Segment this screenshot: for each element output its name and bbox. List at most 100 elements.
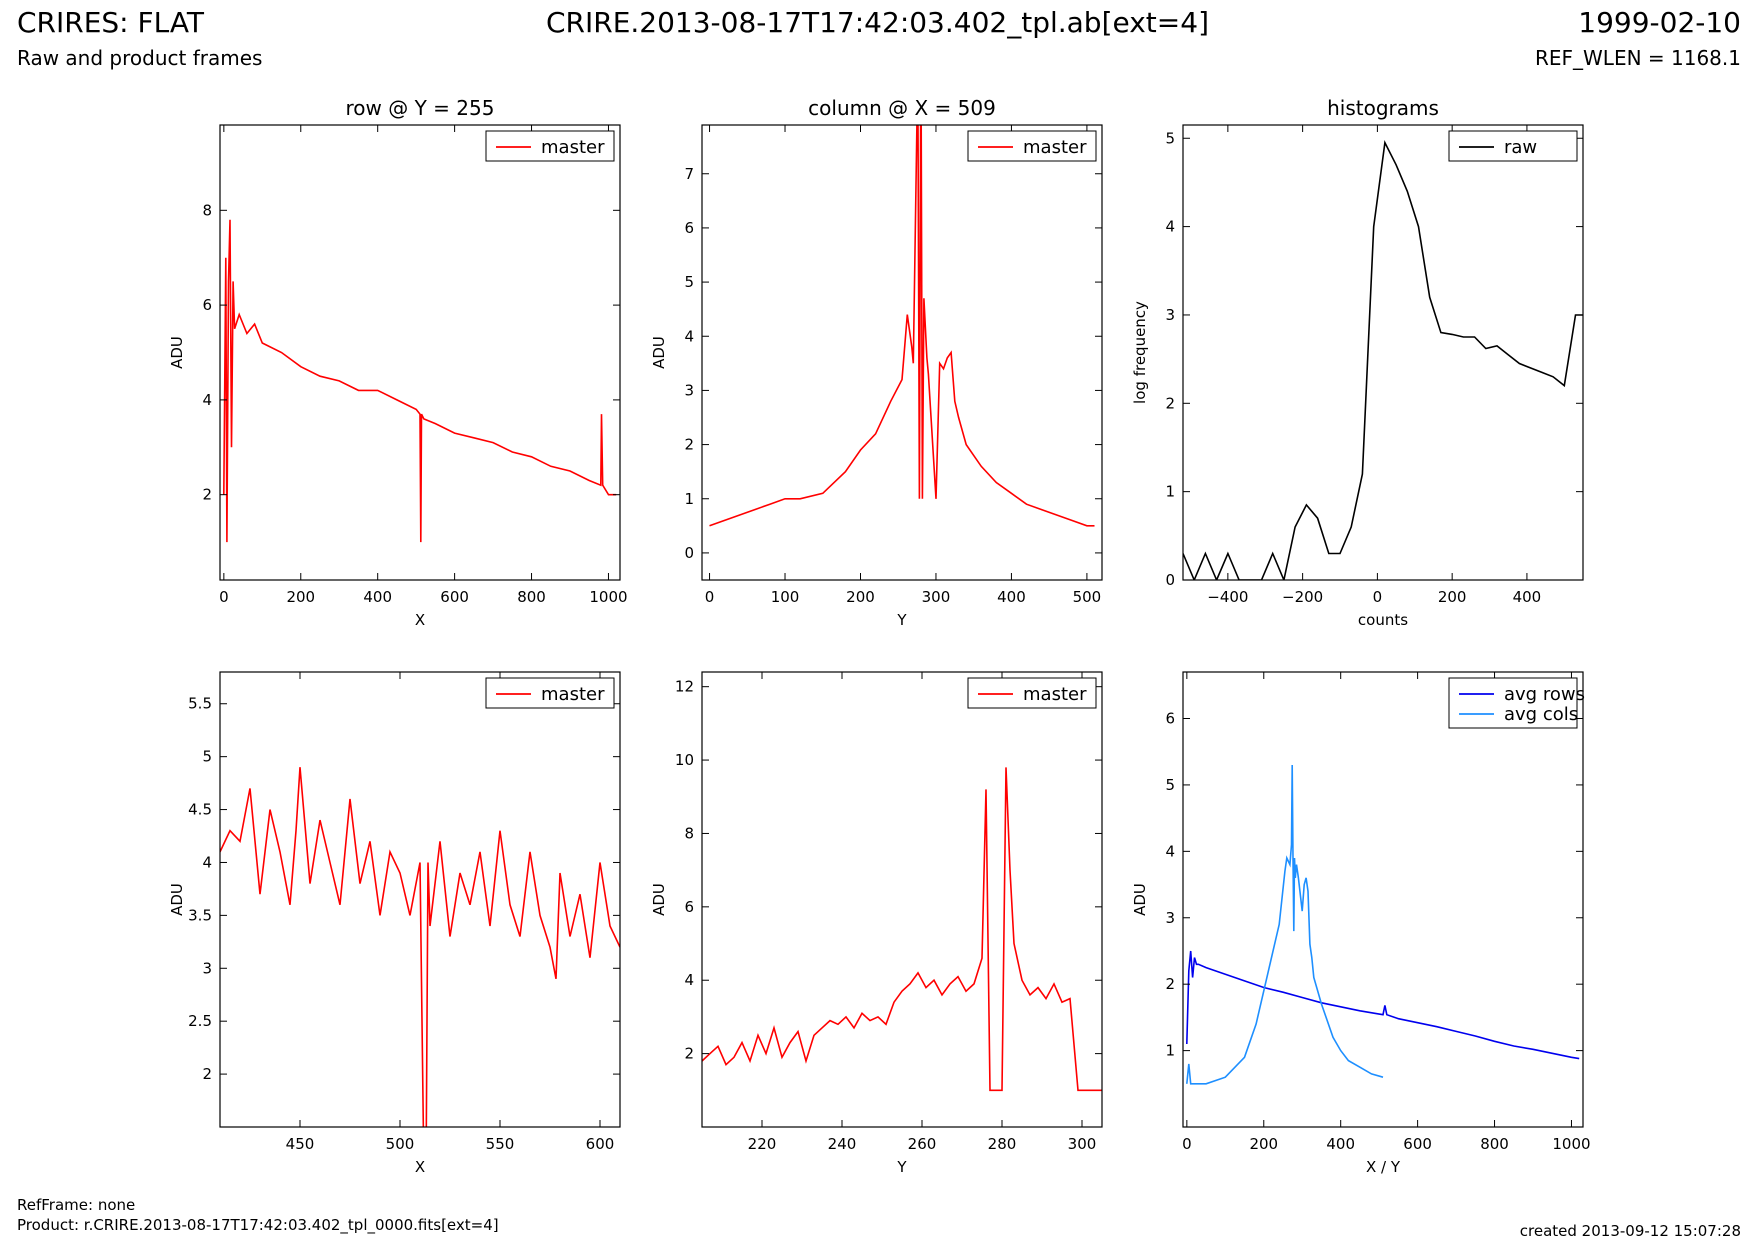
refframe-label: RefFrame: none <box>17 1196 136 1214</box>
x-tick-label: 1000 <box>1552 1135 1590 1153</box>
y-tick-label: 4.5 <box>188 801 212 819</box>
axes-frame <box>1182 124 1584 581</box>
date-label: 1999-02-10 <box>1578 6 1741 39</box>
y-tick-label: 6 <box>1165 709 1175 727</box>
x-tick-label: 200 <box>286 588 315 606</box>
y-tick-label: 5.5 <box>188 695 212 713</box>
legend-label: master <box>1023 137 1087 158</box>
y-tick-label: 7 <box>684 165 694 183</box>
x-tick-label: 280 <box>988 1135 1017 1153</box>
y-tick-label: 8 <box>202 201 212 219</box>
x-tick-label: 0 <box>1373 588 1383 606</box>
legend-box <box>1448 677 1578 729</box>
y-tick-label: 2.5 <box>188 1012 212 1030</box>
y-tick-label: 4 <box>202 853 212 871</box>
y-tick-label: 3.5 <box>188 906 212 924</box>
x-tick-label: 0 <box>1182 1135 1192 1153</box>
x-axis-label: Y <box>896 1158 907 1176</box>
y-tick-label: 5 <box>1165 129 1175 147</box>
axes-frame <box>701 124 1103 581</box>
series-line-avg-rows <box>1186 950 1580 1060</box>
y-tick-label: 0 <box>684 544 694 562</box>
y-tick-label: 2 <box>202 486 212 504</box>
legend-box <box>485 677 615 709</box>
x-tick-label: 100 <box>771 588 800 606</box>
chart-panel-5: 220 240 260 280 300 2 4 6 8 10 12 Y ADU master <box>650 671 1103 1176</box>
y-tick-label: 2 <box>684 436 694 454</box>
legend-box <box>1448 130 1578 162</box>
x-tick-label: 200 <box>1438 588 1467 606</box>
series-line-master <box>220 767 620 1127</box>
legend-label: avg rows <box>1504 684 1585 705</box>
x-axis-label: X / Y <box>1366 1158 1401 1176</box>
y-axis-label: ADU <box>168 883 186 916</box>
x-tick-label: −400 <box>1207 588 1248 606</box>
y-tick-label: 4 <box>202 391 212 409</box>
x-tick-label: 600 <box>1403 1135 1432 1153</box>
y-tick-label: 2 <box>202 1065 212 1083</box>
x-tick-label: 800 <box>1480 1135 1509 1153</box>
x-tick-label: 300 <box>922 588 951 606</box>
series-line-master <box>702 767 1102 1092</box>
axes-frame <box>219 671 621 1128</box>
x-tick-label: 500 <box>386 1135 415 1153</box>
y-axis-label: ADU <box>650 883 668 916</box>
y-axis-label: ADU <box>650 336 668 369</box>
y-tick-label: 1 <box>684 490 694 508</box>
y-tick-label: 1 <box>1165 483 1175 501</box>
x-tick-label: 240 <box>828 1135 857 1153</box>
y-axis-label: log frequency <box>1131 301 1149 404</box>
chart-panel-6: 0 200 400 600 800 1000 1 2 3 4 5 6 X / Y ADU avg rowsa… <box>1131 671 1591 1176</box>
y-tick-label: 4 <box>684 327 694 345</box>
y-tick-label: 0 <box>1165 571 1175 589</box>
x-tick-label: 400 <box>1513 588 1542 606</box>
legend-label: raw <box>1504 137 1537 158</box>
x-tick-label: 220 <box>748 1135 777 1153</box>
y-tick-label: 2 <box>1165 394 1175 412</box>
x-tick-label: 400 <box>1326 1135 1355 1153</box>
legend-box <box>485 130 615 162</box>
y-tick-label: 8 <box>684 824 694 842</box>
y-tick-label: 5 <box>1165 776 1175 794</box>
created-label: created 2013-09-12 15:07:28 <box>1519 1222 1741 1240</box>
x-tick-label: 600 <box>440 588 469 606</box>
y-tick-label: 4 <box>1165 842 1175 860</box>
x-tick-label: 600 <box>586 1135 615 1153</box>
y-tick-label: 4 <box>684 971 694 989</box>
chart-panel-1: 0 200 400 600 800 1000 2 4 6 8 row @ Y = 255 X ADU ma… <box>168 96 628 629</box>
ref-wlen-label: REF_WLEN = 1168.1 <box>1534 46 1741 70</box>
x-tick-label: 800 <box>517 588 546 606</box>
x-tick-label: 500 <box>1073 588 1102 606</box>
x-tick-label: 300 <box>1068 1135 1097 1153</box>
series-line-master <box>223 219 617 543</box>
x-axis-label: Y <box>896 611 907 629</box>
x-tick-label: 1000 <box>589 588 627 606</box>
x-axis-label: counts <box>1358 611 1408 629</box>
y-tick-label: 3 <box>202 959 212 977</box>
x-axis-label: X <box>415 1158 425 1176</box>
y-tick-label: 5 <box>202 748 212 766</box>
axes-frame <box>1182 671 1584 1128</box>
chart-panel-2: 0 100 200 300 400 500 0 1 2 3 4 5 6 7 column @ X = 509… <box>650 96 1103 629</box>
x-tick-label: 200 <box>846 588 875 606</box>
series-line-raw <box>1183 140 1583 580</box>
axes-frame <box>219 124 621 581</box>
x-tick-label: 550 <box>486 1135 515 1153</box>
y-axis-label: ADU <box>1131 883 1149 916</box>
y-axis-label: ADU <box>168 336 186 369</box>
chart-title: row @ Y = 255 <box>346 96 495 120</box>
product-label: Product: r.CRIRE.2013-08-17T17:42:03.402… <box>17 1216 499 1234</box>
x-tick-label: 0 <box>219 588 229 606</box>
y-tick-label: 10 <box>675 751 694 769</box>
file-title: CRIRE.2013-08-17T17:42:03.402_tpl.ab[ext… <box>545 6 1209 39</box>
y-tick-label: 3 <box>684 381 694 399</box>
page-title: CRIRES: FLAT <box>17 6 204 39</box>
legend-label: master <box>541 137 605 158</box>
y-tick-label: 6 <box>684 219 694 237</box>
x-tick-label: −200 <box>1282 588 1323 606</box>
legend-label: master <box>1023 684 1087 705</box>
legend-box <box>967 130 1097 162</box>
x-tick-label: 400 <box>363 588 392 606</box>
y-tick-label: 3 <box>1165 306 1175 324</box>
